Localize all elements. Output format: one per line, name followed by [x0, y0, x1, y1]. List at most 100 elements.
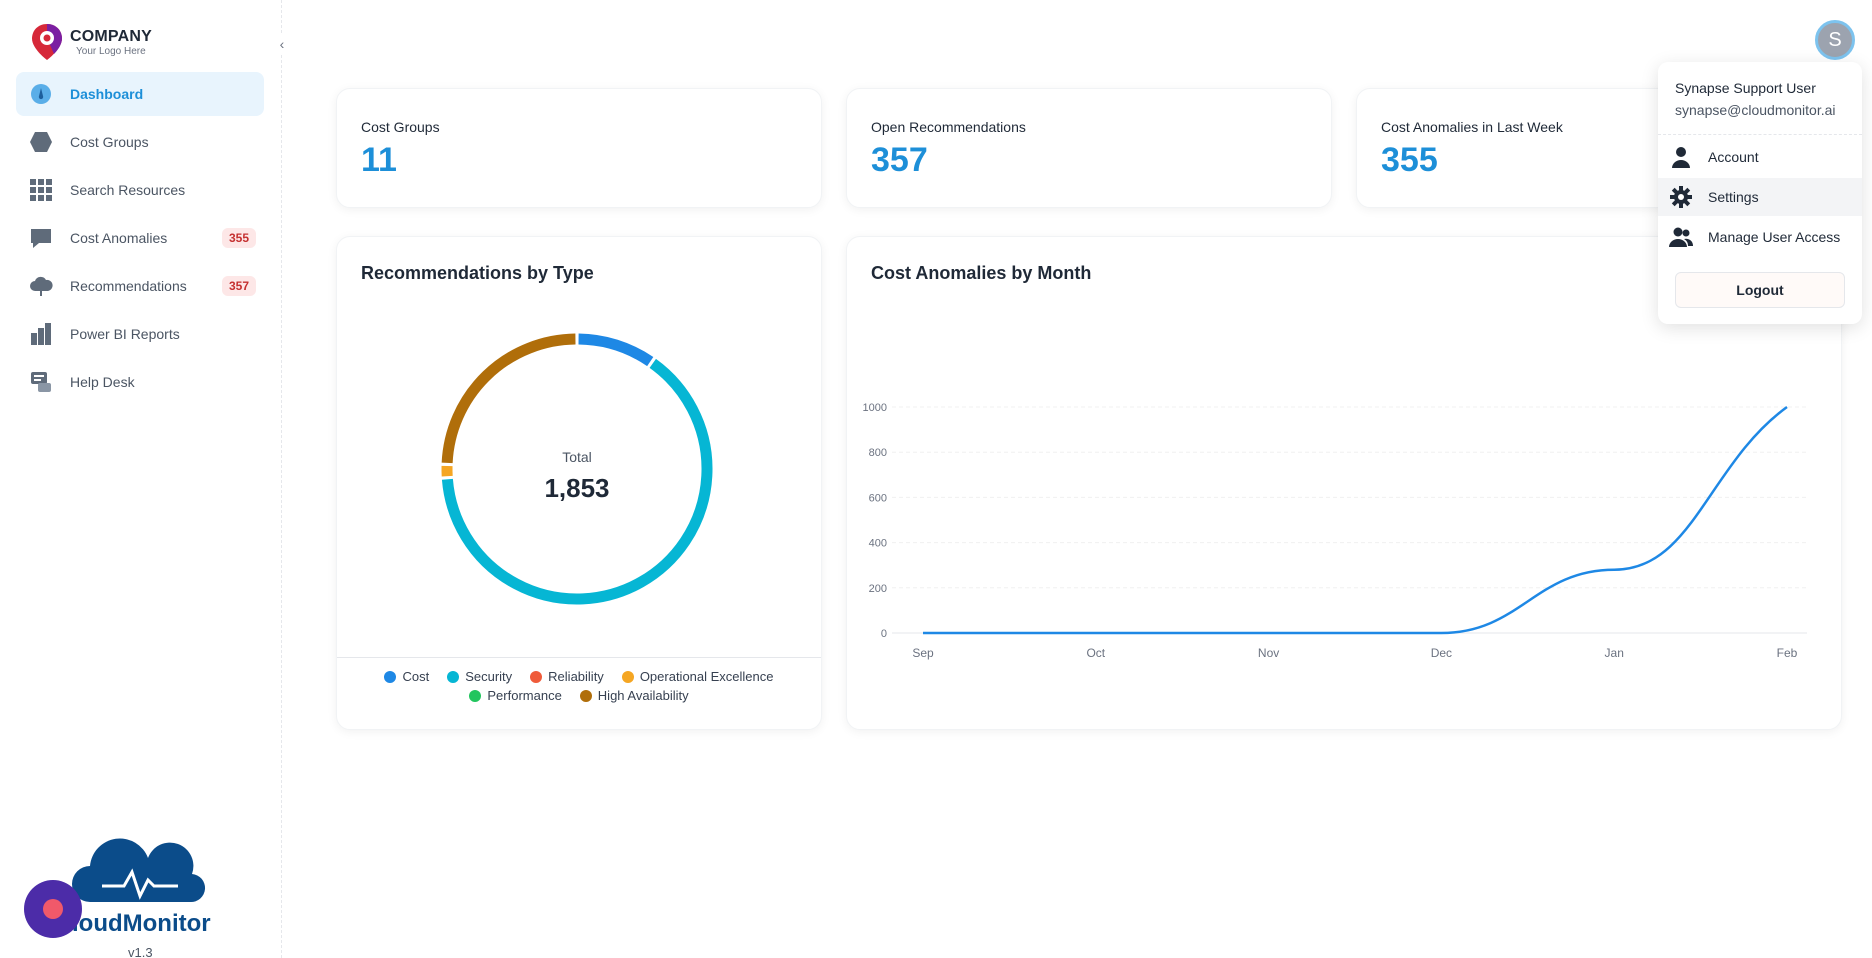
donut-slice-security[interactable]	[441, 358, 713, 605]
legend-dot	[384, 670, 397, 683]
card-title: Cost Anomalies by Month	[871, 263, 1092, 283]
line-series-cost-anomalies[interactable]	[922, 405, 1788, 635]
sidebar-item-dashboard[interactable]: Dashboard	[16, 72, 264, 116]
x-tick-label: Sep	[912, 646, 934, 660]
line-chart-svg: 0 200 400 600 800 1000 Sep Oct Nov Dec Jan Feb	[863, 402, 1807, 660]
cloudmonitor-cloud-logo-icon	[60, 830, 240, 930]
sidebar-item-label: Help Desk	[70, 374, 135, 390]
bar-chart-icon	[28, 321, 54, 347]
sidebar-nav: Dashboard Cost Groups Search Resources	[16, 72, 264, 408]
app-version: v1.3	[128, 945, 153, 958]
company-tagline: Your Logo Here	[76, 45, 146, 57]
legend-label: High Availability	[597, 688, 689, 703]
gear-icon	[1668, 184, 1694, 210]
legend-label: Performance	[487, 688, 562, 703]
menu-item-label: Manage User Access	[1708, 229, 1841, 245]
stat-value: 355	[1381, 141, 1438, 179]
legend-label: Operational Excellence	[639, 669, 774, 684]
stat-card-cost-groups[interactable]: Cost Groups 11	[336, 88, 822, 208]
grid-icon	[28, 177, 54, 203]
cost-anomalies-count-badge: 355	[221, 228, 256, 248]
stat-label: Cost Anomalies in Last Week	[1381, 119, 1563, 135]
legend-dot	[530, 670, 543, 683]
legend-label: Cost	[402, 669, 430, 684]
cost-anomalies-by-month-card: Cost Anomalies by Month 0 200 400 600 800 100…	[846, 236, 1842, 730]
legend-label: Reliability	[548, 669, 604, 684]
menu-divider	[1658, 134, 1862, 135]
x-tick-label: Jan	[1605, 646, 1624, 660]
cloud-icon	[28, 273, 54, 299]
menu-item-account[interactable]: Account	[1658, 138, 1862, 176]
chevron-left-icon[interactable]: ‹	[274, 35, 290, 53]
sidebar-item-cost-anomalies[interactable]: Cost Anomalies 355	[16, 216, 264, 260]
sidebar-item-help-desk[interactable]: Help Desk	[16, 360, 264, 404]
menu-item-label: Settings	[1708, 189, 1759, 205]
legend-divider	[337, 657, 821, 658]
y-tick-label: 200	[869, 583, 887, 595]
sidebar-item-label: Power BI Reports	[70, 326, 180, 342]
person-icon	[1668, 144, 1694, 170]
menu-item-manage-user-access[interactable]: Manage User Access	[1658, 218, 1862, 256]
legend-item-cost[interactable]: Cost	[384, 669, 429, 684]
card-title: Recommendations by Type	[361, 263, 594, 283]
logout-button[interactable]: Logout	[1675, 272, 1845, 308]
sidebar-item-cost-groups[interactable]: Cost Groups	[16, 120, 264, 164]
y-tick-label: 1000	[863, 402, 887, 414]
x-tick-label: Nov	[1258, 646, 1279, 660]
sidebar-item-label: Dashboard	[70, 86, 144, 102]
legend-dot	[447, 670, 460, 683]
legend-dot	[621, 670, 634, 683]
legend-item-high-availability[interactable]: High Availability	[579, 688, 689, 703]
recommendations-by-type-card: Recommendations by Type Total 1,853 Cost…	[336, 236, 822, 730]
sidebar-item-label: Search Resources	[70, 182, 186, 198]
company-logo: COMPANY Your Logo Here	[30, 22, 152, 62]
donut-chart: Total 1,853	[437, 329, 717, 609]
user-email: synapse@cloudmonitor.ai	[1675, 102, 1836, 118]
sidebar-item-label: Cost Groups	[70, 134, 149, 150]
legend-item-operational-excellence[interactable]: Operational Excellence	[621, 669, 774, 684]
legend-item-reliability[interactable]: Reliability	[530, 669, 604, 684]
donut-total-value: 1,853	[544, 473, 610, 503]
legend-item-security[interactable]: Security	[447, 669, 512, 684]
y-tick-label: 0	[881, 628, 887, 640]
sidebar: COMPANY Your Logo Here ‹ Dashboard Cost …	[0, 0, 290, 958]
donut-total-label: Total	[562, 449, 592, 465]
hexagon-icon	[28, 129, 54, 155]
users-icon	[1668, 224, 1694, 250]
y-tick-label: 400	[869, 538, 887, 550]
user-name: Synapse Support User	[1675, 80, 1816, 96]
product-name: loudMonitor	[72, 910, 211, 937]
stat-label: Open Recommendations	[871, 119, 1026, 135]
sidebar-item-recommendations[interactable]: Recommendations 357	[16, 264, 264, 308]
donut-slice-high-availability[interactable]	[441, 333, 576, 464]
record-button[interactable]	[24, 880, 82, 938]
menu-item-label: Account	[1708, 149, 1759, 165]
chat-bubble-icon	[28, 225, 54, 251]
menu-item-settings[interactable]: Settings	[1658, 178, 1862, 216]
chart-legend: Cost Security Reliability Operational Ex…	[337, 669, 821, 703]
help-desk-icon	[28, 369, 54, 395]
stat-label: Cost Groups	[361, 119, 440, 135]
user-avatar-button[interactable]: S	[1815, 20, 1855, 60]
dashboard-gauge-icon	[28, 81, 54, 107]
location-pin-logo-icon	[30, 22, 64, 62]
sidebar-item-power-bi-reports[interactable]: Power BI Reports	[16, 312, 264, 356]
stat-value: 11	[361, 141, 397, 179]
y-tick-label: 800	[869, 447, 887, 459]
sidebar-item-search-resources[interactable]: Search Resources	[16, 168, 264, 212]
legend-label: Security	[465, 669, 513, 684]
legend-item-performance[interactable]: Performance	[469, 688, 562, 703]
stat-value: 357	[871, 141, 928, 179]
legend-dot	[469, 689, 482, 702]
donut-chart-svg	[441, 333, 713, 605]
x-tick-label: Oct	[1086, 646, 1105, 660]
legend-dot	[579, 689, 592, 702]
y-tick-label: 600	[869, 492, 887, 504]
company-name: COMPANY	[70, 27, 152, 45]
donut-slice-cost[interactable]	[578, 333, 654, 367]
sidebar-item-label: Recommendations	[70, 278, 187, 294]
avatar-letter: S	[1828, 28, 1842, 51]
stat-card-open-recommendations[interactable]: Open Recommendations 357	[846, 88, 1332, 208]
user-menu-dropdown: Synapse Support User synapse@cloudmonito…	[1658, 62, 1862, 324]
